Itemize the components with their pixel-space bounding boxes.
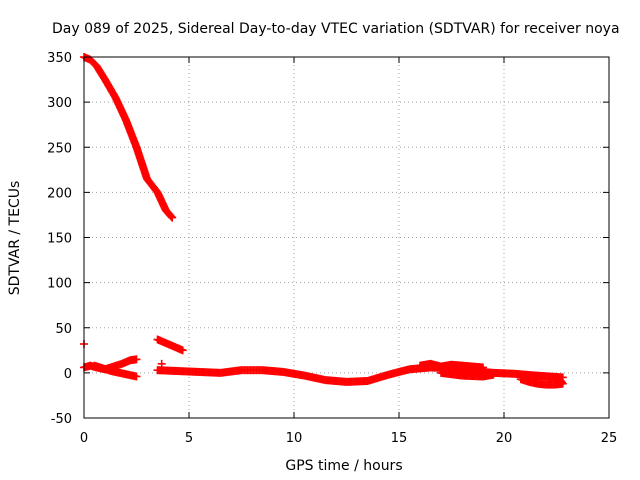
- series-high-decay: [80, 53, 177, 222]
- data-point: [518, 372, 527, 381]
- series-early-lower: [90, 361, 141, 381]
- data-point: [157, 359, 166, 368]
- x-tick-label: 15: [391, 431, 408, 446]
- series-late-loop: [516, 371, 567, 389]
- y-axis-label: SDTVAR / TECUs: [7, 181, 23, 296]
- x-tick-label: 20: [496, 431, 513, 446]
- y-tick-label: 200: [47, 186, 72, 201]
- grid-lines: [84, 57, 609, 418]
- data-point: [479, 363, 487, 372]
- x-tick-label: 0: [80, 431, 88, 446]
- chart-title: Day 089 of 2025, Sidereal Day-to-day VTE…: [52, 21, 620, 37]
- x-tick-label: 10: [286, 431, 303, 446]
- y-tick-label: 100: [47, 277, 72, 292]
- y-tick-label: 0: [64, 367, 72, 382]
- data-point: [178, 346, 187, 355]
- data-point: [489, 370, 498, 379]
- y-tick-label: -50: [51, 412, 72, 427]
- x-axis-label: GPS time / hours: [285, 458, 402, 474]
- axis-ticks: 0 5 10 15 20 25 -50 0 50 100 150 200 250 300 350: [47, 51, 617, 446]
- y-tick-label: 150: [47, 232, 72, 247]
- data-point: [132, 355, 141, 364]
- y-tick-label: 250: [47, 141, 72, 156]
- y-tick-label: 300: [47, 96, 72, 111]
- series-baseline-lower: [437, 368, 498, 381]
- series-offset-segment: [153, 335, 187, 355]
- data-point: [168, 213, 177, 222]
- series-baseline: [153, 363, 567, 386]
- data-points: [80, 53, 567, 389]
- x-tick-label: 5: [185, 431, 193, 446]
- y-tick-label: 50: [55, 322, 72, 337]
- x-tick-label: 25: [601, 431, 618, 446]
- series-baseline-upper: [416, 359, 487, 372]
- data-point: [167, 212, 176, 221]
- data-point: [132, 372, 141, 381]
- y-tick-label: 350: [47, 51, 72, 66]
